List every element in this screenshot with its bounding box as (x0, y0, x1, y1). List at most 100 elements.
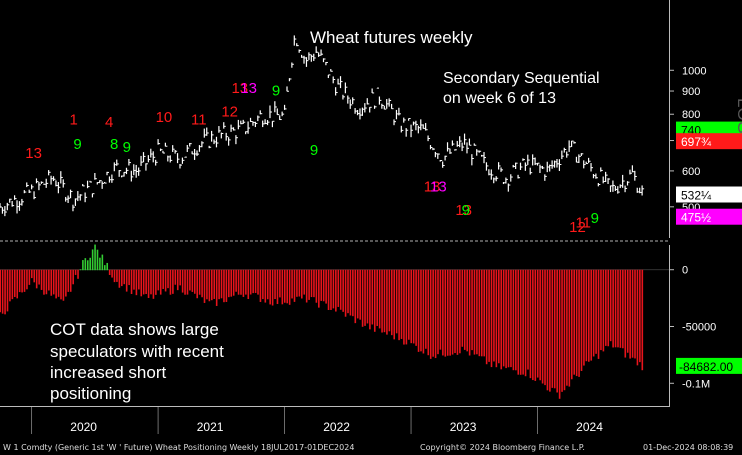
positioning-bar (11, 269, 14, 300)
positioning-bar (103, 265, 106, 271)
positioning-bar (228, 269, 230, 298)
positioning-bar (609, 269, 612, 342)
positioning-bar (305, 269, 308, 303)
positioning-bar (332, 269, 335, 309)
sequential-count-label: 8 (110, 136, 118, 153)
price-tick-label: 1000 (682, 65, 706, 77)
positioning-bar (451, 269, 454, 355)
positioning-bar (585, 269, 588, 362)
sequential-count-label: 1 (70, 111, 78, 128)
positioning-bar (91, 249, 94, 271)
positioning-bar (502, 269, 505, 367)
positioning-bar (522, 269, 524, 375)
positioning-bar (147, 269, 150, 298)
price-tick-label: 900 (682, 86, 700, 98)
positioning-bar (291, 269, 293, 299)
positioning-bar (376, 269, 378, 326)
positioning-bar (588, 269, 590, 362)
positioning-bar (488, 269, 490, 362)
positioning-bar (532, 269, 534, 381)
positioning-bar (327, 269, 330, 311)
positioning-bar (65, 269, 67, 297)
positioning-bar (468, 269, 471, 356)
sequential-count-label: 9 (123, 139, 131, 156)
positioning-bar (111, 269, 113, 278)
positioning-bar (619, 269, 622, 348)
positioning-bar (583, 269, 585, 366)
positioning-bar (135, 269, 138, 296)
positioning-bar (159, 269, 162, 295)
positioning-bar (551, 269, 554, 388)
positioning-bar (50, 269, 53, 296)
footer-security-info: W 1 Comdty (Generic 1st 'W ' Future) Whe… (3, 443, 355, 452)
positioning-bar (592, 269, 595, 357)
positioning-bar (546, 269, 549, 391)
positioning-bar (38, 269, 40, 285)
cot-annotation: COT data shows large speculators with re… (50, 320, 224, 403)
positioning-bar (157, 269, 160, 291)
positioning-bar (179, 269, 181, 286)
positioning-bar (206, 269, 208, 300)
positioning-bar (150, 269, 152, 295)
positioning-bar (590, 269, 593, 361)
positioning-bar (225, 269, 228, 302)
positioning-bar (498, 269, 500, 364)
price-label-box (676, 186, 742, 203)
positioning-bar (408, 269, 410, 340)
positioning-bar (169, 269, 172, 295)
positioning-bar (113, 269, 116, 283)
positioning-bar (390, 269, 393, 336)
positioning-bar (471, 269, 473, 351)
sequential-note-line-1: Secondary Sequential (443, 70, 600, 87)
positioning-bar (218, 269, 220, 300)
positioning-bar (31, 269, 33, 279)
positioning-bar (366, 269, 369, 324)
positioning-bar (442, 269, 444, 356)
positioning-bar (1, 269, 4, 314)
positioning-bar (201, 269, 203, 298)
positioning-bar (191, 269, 194, 292)
positioning-bar (388, 269, 391, 332)
positioning-bar (79, 269, 82, 271)
positioning-bar (330, 269, 332, 310)
sequential-count-label: 12 (221, 104, 238, 121)
positioning-bar (614, 269, 617, 348)
positioning-bar (463, 269, 466, 350)
positioning-bar (252, 269, 254, 294)
positioning-bar (512, 269, 515, 371)
year-tick-label: 2024 (576, 420, 603, 434)
positioning-bar (82, 260, 84, 271)
positioning-bar (184, 269, 186, 295)
positioning-bar (558, 269, 561, 399)
positioning-bar (128, 269, 130, 286)
positioning-bar (524, 269, 527, 377)
positioning-bar (369, 269, 371, 330)
sequential-count-label: 9 (462, 202, 470, 219)
positioning-bar (466, 269, 468, 352)
positioning-bar (400, 269, 403, 339)
positioning-bar (495, 269, 498, 368)
year-tick-label: 2023 (450, 420, 477, 434)
positioning-bar (9, 269, 11, 302)
positioning-bar (493, 269, 495, 362)
price-label-box (676, 133, 742, 150)
positioning-bar (33, 269, 36, 283)
positioning-bar (570, 269, 573, 380)
positioning-tick-label: -0.1M (682, 378, 710, 390)
positioning-bar (417, 269, 420, 352)
positioning-bar (607, 269, 610, 347)
positioning-bar (529, 269, 532, 379)
positioning-bar (23, 269, 26, 292)
footer-copyright: Copyright© 2024 Bloomberg Finance L.P. (420, 443, 585, 452)
positioning-bar (84, 258, 87, 271)
positioning-bar (74, 269, 77, 275)
positioning-bar (347, 269, 349, 314)
positioning-bar (43, 269, 45, 295)
positioning-bar (485, 269, 488, 365)
positioning-bar (536, 269, 539, 378)
positioning-bar (308, 269, 310, 300)
positioning-bar (515, 269, 517, 371)
last-value-label: -84682.00 (679, 360, 733, 374)
positioning-bar (108, 269, 111, 275)
chart-frame (0, 0, 670, 407)
